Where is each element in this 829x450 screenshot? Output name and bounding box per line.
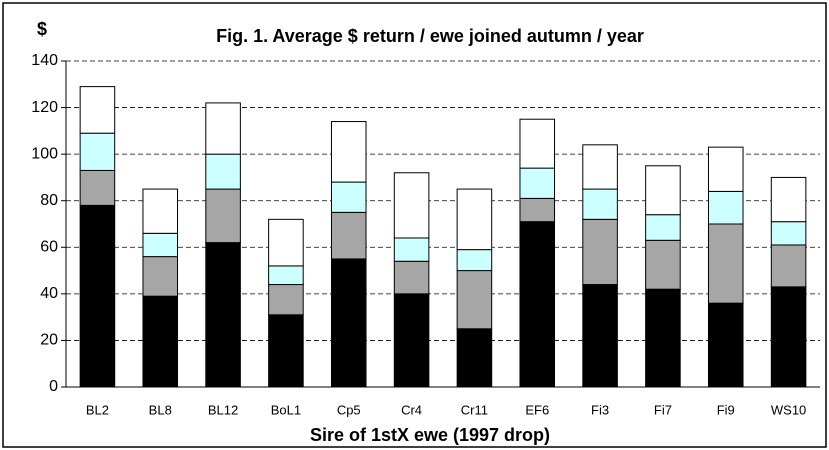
bar-segment [519,167,556,199]
bar-segment [142,256,179,297]
x-tick-label: EF6 [525,402,549,417]
x-tick-label: WS10 [771,402,806,417]
bar-segment [707,302,744,388]
x-tick-label: BL12 [208,402,238,417]
x-tick-label: Fi7 [654,402,672,417]
bar-segment [707,190,744,225]
bar-segment [268,314,304,388]
bar-segment [268,218,304,267]
bar-segment [205,242,241,388]
x-tick-label: BL2 [86,402,109,417]
bar-segment [707,223,744,304]
bar-segment [330,121,367,183]
bar-segment [330,211,367,260]
x-axis-label: Sire of 1stX ewe (1997 drop) [310,425,550,445]
chart-title: Fig. 1. Average $ return / ewe joined au… [216,26,644,46]
bar-segment [205,102,241,155]
x-tick-label: Cr11 [461,402,488,417]
y-tick-label: 140 [31,52,58,69]
bar-segment [519,197,556,223]
x-tick-label: Cr4 [401,402,422,417]
x-tick-label: Cp5 [337,402,361,417]
bar-segment [582,218,618,286]
x-tick-label: Fi9 [717,402,735,417]
bar-segment [519,221,556,388]
bar-segment [456,328,493,388]
x-tick-label: Fi3 [591,402,609,417]
bar-segment [645,165,681,216]
bar-segment [707,146,744,192]
y-tick-label: 120 [31,99,58,116]
y-tick-label: 60 [40,239,58,256]
bar-segment [330,258,367,388]
y-axis-label: $ [37,19,47,39]
y-tick-label: 20 [40,332,58,349]
y-tick-label: 80 [40,192,58,209]
bar-segment [393,237,430,262]
bar-segment [582,188,618,220]
bar-segment [770,221,807,246]
bar-segment [79,204,116,388]
y-tick-label: 100 [31,145,58,162]
bar-segment [770,176,807,223]
bar-segment [79,86,116,134]
bar-segment [456,249,493,272]
x-tick-label: BoL1 [271,402,301,417]
bar-segment [79,169,116,206]
y-tick-label: 0 [49,378,58,395]
bar-segment [770,244,807,288]
bar-segment [142,295,179,388]
bar-segment [456,188,493,251]
bar-segment [456,270,493,330]
bar-segment [645,214,681,241]
bar-segment [142,188,179,234]
bar-segment [393,172,430,239]
bar-segment [79,132,116,171]
bar-segment [519,118,556,169]
bar-segment [268,284,304,316]
bar-segment [205,153,241,190]
y-tick-label: 40 [40,285,58,302]
bar-segment [330,181,367,213]
bar-segment [205,188,241,244]
bar-segment [268,265,304,286]
x-tick-label: BL8 [149,402,172,417]
bar-segment [770,286,807,388]
bar-segment [645,239,681,290]
bar-segment [645,288,681,388]
bar-segment [142,232,179,258]
bar-segment [582,284,618,388]
bar-segment [393,260,430,295]
bar-segment [582,144,618,190]
bar-segment [393,293,430,388]
